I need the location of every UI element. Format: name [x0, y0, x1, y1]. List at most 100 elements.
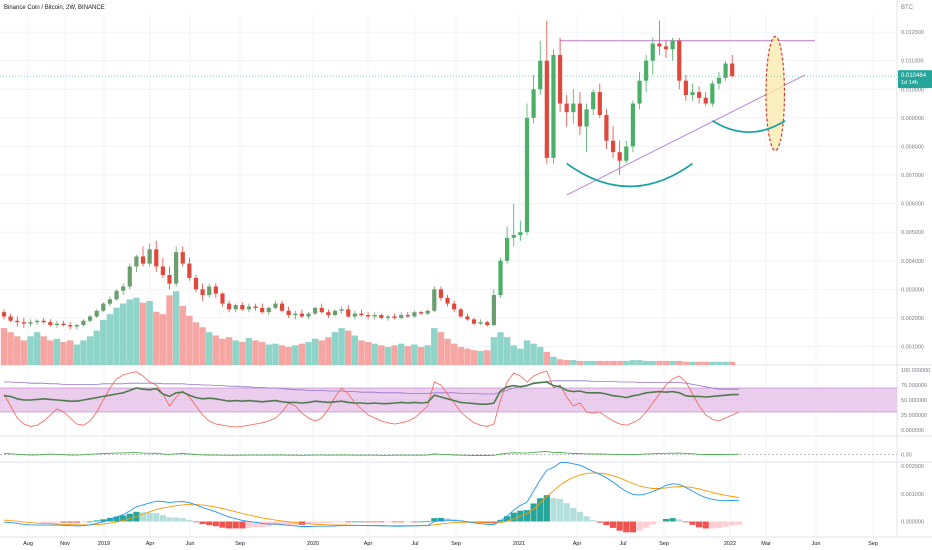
macd-histogram-bar — [437, 517, 445, 522]
macd-histogram-bar — [530, 503, 537, 522]
price-tick-label: 0.001000 — [901, 345, 924, 351]
volume-bar — [212, 335, 220, 365]
candle-body — [372, 315, 377, 317]
last-price-marker: 0.010464 1d 14h — [898, 70, 932, 89]
rsi-tick-label: 25.000000 — [901, 413, 927, 419]
price-axis[interactable]: 0.012000 0.011000 0.010000 0.009000 0.008000… — [901, 30, 924, 350]
candle-body — [716, 77, 722, 84]
candle-body — [418, 312, 424, 314]
volume-bar — [609, 360, 617, 365]
volume-bar — [457, 346, 464, 365]
candle-body — [630, 103, 635, 147]
volume-bar — [272, 343, 279, 365]
candle-body — [564, 103, 569, 113]
mid-oscillator-pane — [0, 451, 897, 456]
volume-bar — [60, 342, 67, 365]
candle-body — [359, 313, 364, 316]
macd-histogram-bar — [120, 515, 127, 522]
price-tick-label: 0.007000 — [901, 173, 924, 179]
volume-bar — [232, 340, 239, 365]
macd-histogram-bar — [464, 520, 471, 522]
volume-bar — [371, 343, 378, 365]
candle-body — [465, 316, 470, 320]
time-tick-label: Apr — [146, 541, 155, 547]
volume-bar — [239, 342, 246, 365]
candle-body — [670, 40, 675, 50]
candle-body — [74, 325, 79, 327]
stochastic-line — [3, 370, 739, 428]
volume-bar — [656, 360, 663, 365]
candle-body — [690, 92, 695, 95]
volume-bar — [0, 328, 8, 365]
volume-bar — [715, 361, 723, 365]
volume-bar — [67, 340, 74, 365]
macd-histogram-bar — [563, 503, 570, 522]
candle-body — [663, 46, 669, 50]
macd-histogram-bar — [735, 521, 742, 525]
price-tick-label: 0.010000 — [901, 87, 924, 93]
volume-bar — [702, 361, 709, 365]
candle-body — [723, 63, 728, 78]
macd-histogram-bar — [556, 499, 564, 522]
macd-histogram-bar — [477, 521, 484, 523]
rsi-axis[interactable]: 100.000000 75.000000 50.000000 25.000000 0.0… — [901, 368, 930, 434]
macd-histogram-bar — [93, 520, 100, 522]
mid-axis[interactable]: 0.00 — [901, 453, 912, 459]
time-tick-label: Apr — [364, 541, 373, 547]
macd-histogram-bar — [245, 521, 253, 528]
candle-body — [458, 309, 463, 317]
macd-histogram-bar — [173, 517, 180, 522]
drawing-tools-front — [566, 119, 786, 188]
macd-histogram-bar — [351, 521, 358, 523]
volume-bar — [93, 330, 100, 365]
macd-histogram-bar — [603, 521, 610, 526]
volume-bar — [14, 336, 21, 365]
volume-bar — [20, 340, 28, 365]
volume-bar — [47, 340, 54, 365]
volume-bar — [444, 338, 451, 365]
candle-body — [518, 232, 523, 236]
macd-histogram-bar — [702, 521, 709, 529]
time-axis[interactable]: Aug Nov 2019 Apr Jun Sep 2020 Apr Jul Sep 2021 Apr J… — [23, 541, 878, 547]
candle-body — [273, 303, 278, 308]
volume-bar — [265, 344, 272, 365]
macd-histogram-bar — [285, 521, 292, 526]
macd-histogram-bar — [689, 521, 696, 525]
candle-body — [101, 303, 106, 311]
candle-body — [683, 80, 688, 95]
volume-bar — [146, 301, 153, 365]
macd-axis[interactable]: 0.002000 0.001000 0.000000 — [901, 464, 924, 526]
macd-histogram-bar — [139, 512, 147, 522]
volume-bar — [206, 332, 213, 365]
candle-body — [226, 303, 232, 310]
volume-bar — [33, 332, 41, 365]
macd-histogram-bar — [318, 521, 325, 524]
volume-bar — [378, 345, 385, 365]
candle-body — [544, 60, 549, 158]
candlestick-series — [1, 20, 735, 330]
candle-body — [233, 305, 238, 310]
candle-body — [710, 83, 715, 104]
volume-bar — [80, 340, 87, 365]
macd-histogram-bar — [292, 521, 299, 525]
price-tick-label: 0.006000 — [901, 202, 924, 208]
candle-body — [61, 323, 66, 326]
candle-body — [379, 315, 384, 318]
macd-histogram-bar — [146, 512, 153, 522]
cup-curve-right — [711, 119, 786, 134]
macd-histogram-bar — [126, 513, 133, 522]
candle-body — [68, 325, 73, 327]
macd-histogram-bar — [398, 521, 405, 523]
candle-body — [207, 286, 212, 296]
volume-bar — [517, 348, 524, 365]
macd-histogram-bar — [365, 521, 372, 523]
time-tick-label: Mar — [761, 541, 771, 547]
candle-body — [48, 322, 53, 326]
candle-body — [697, 92, 702, 98]
candle-body — [54, 323, 60, 326]
volume-bar — [669, 360, 676, 365]
price-tick-label: 0.012000 — [901, 30, 924, 36]
volume-bar — [477, 351, 484, 365]
macd-histogram-bar — [358, 521, 365, 523]
